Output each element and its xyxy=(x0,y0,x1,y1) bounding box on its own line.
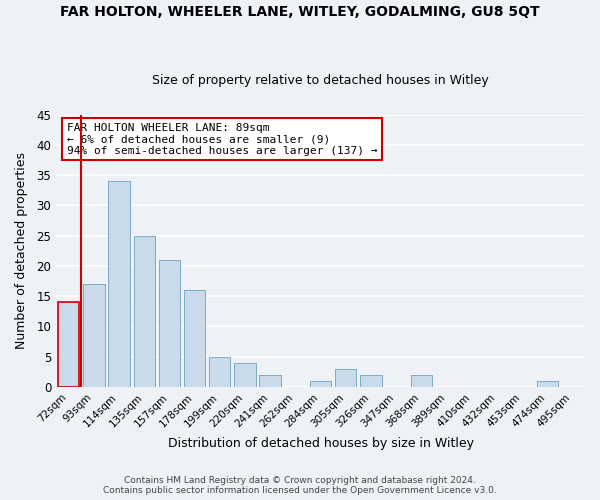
Text: FAR HOLTON WHEELER LANE: 89sqm
← 6% of detached houses are smaller (9)
94% of se: FAR HOLTON WHEELER LANE: 89sqm ← 6% of d… xyxy=(67,122,377,156)
Bar xyxy=(209,356,230,387)
Bar xyxy=(310,381,331,387)
Title: Size of property relative to detached houses in Witley: Size of property relative to detached ho… xyxy=(152,74,489,87)
Text: FAR HOLTON, WHEELER LANE, WITLEY, GODALMING, GU8 5QT: FAR HOLTON, WHEELER LANE, WITLEY, GODALM… xyxy=(60,5,540,19)
Bar xyxy=(58,302,79,387)
Bar xyxy=(259,375,281,387)
Bar xyxy=(109,181,130,387)
Text: Contains HM Land Registry data © Crown copyright and database right 2024.
Contai: Contains HM Land Registry data © Crown c… xyxy=(103,476,497,495)
X-axis label: Distribution of detached houses by size in Witley: Distribution of detached houses by size … xyxy=(167,437,473,450)
Y-axis label: Number of detached properties: Number of detached properties xyxy=(15,152,28,350)
Bar xyxy=(335,369,356,387)
Bar xyxy=(410,375,432,387)
Bar xyxy=(159,260,180,387)
Bar xyxy=(360,375,382,387)
Bar xyxy=(134,236,155,387)
Bar xyxy=(234,362,256,387)
Bar xyxy=(536,381,558,387)
Bar xyxy=(184,290,205,387)
Bar xyxy=(83,284,104,387)
